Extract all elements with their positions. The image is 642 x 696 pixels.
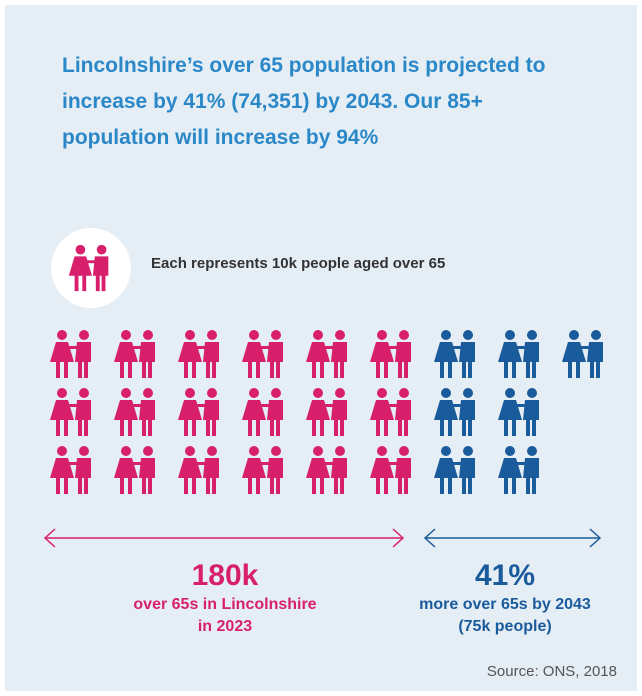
couple-icon — [562, 330, 603, 378]
couple-icon — [306, 388, 347, 436]
couple-icon — [370, 330, 411, 378]
arrows — [43, 528, 602, 548]
stat-increase-line1: more over 65s by 2043 — [419, 596, 591, 613]
couple-icon — [370, 388, 411, 436]
arrow-left — [43, 528, 405, 548]
couple-icon — [114, 330, 155, 378]
couple-icon — [178, 446, 219, 494]
couple-icon — [242, 446, 283, 494]
headline: Lincolnshire’s over 65 population is pro… — [62, 54, 546, 149]
couple-icon — [178, 388, 219, 436]
couple-icon — [114, 388, 155, 436]
couple-icon — [498, 388, 539, 436]
arrow-right — [423, 528, 602, 548]
source-note: Source: ONS, 2018 — [486, 663, 617, 680]
infographic-card: Lincolnshire’s over 65 population is pro… — [5, 5, 637, 691]
icon-grid — [45, 326, 615, 506]
couple-icon — [306, 330, 347, 378]
stat-increase-value: 41% — [474, 559, 536, 592]
stat-current-value: 180k — [191, 559, 259, 592]
legend-text: Each represents 10k people aged over 65 — [151, 255, 446, 272]
couple-icon — [242, 388, 283, 436]
couple-icon — [498, 446, 539, 494]
couple-icon — [242, 330, 283, 378]
stat-current-line2: in 2023 — [197, 618, 253, 635]
couple-icon — [306, 446, 347, 494]
stat-increase-line2: (75k people) — [458, 618, 552, 635]
stat-current: 180k over 65s in Lincolnshire in 2023 — [85, 558, 365, 638]
couple-icon — [114, 446, 155, 494]
stat-increase: 41% more over 65s by 2043 (75k people) — [375, 558, 635, 638]
couple-icon — [370, 446, 411, 494]
couple-icon — [434, 388, 475, 436]
couple-icon — [50, 446, 91, 494]
couple-icon — [178, 330, 219, 378]
couple-icon — [50, 388, 91, 436]
couple-icon — [498, 330, 539, 378]
couple-icon — [434, 446, 475, 494]
stat-current-line1: over 65s in Lincolnshire — [133, 596, 317, 613]
couple-icon — [434, 330, 475, 378]
couple-icon — [68, 244, 109, 292]
couple-icon — [50, 330, 91, 378]
legend-icon-circle — [51, 228, 131, 308]
